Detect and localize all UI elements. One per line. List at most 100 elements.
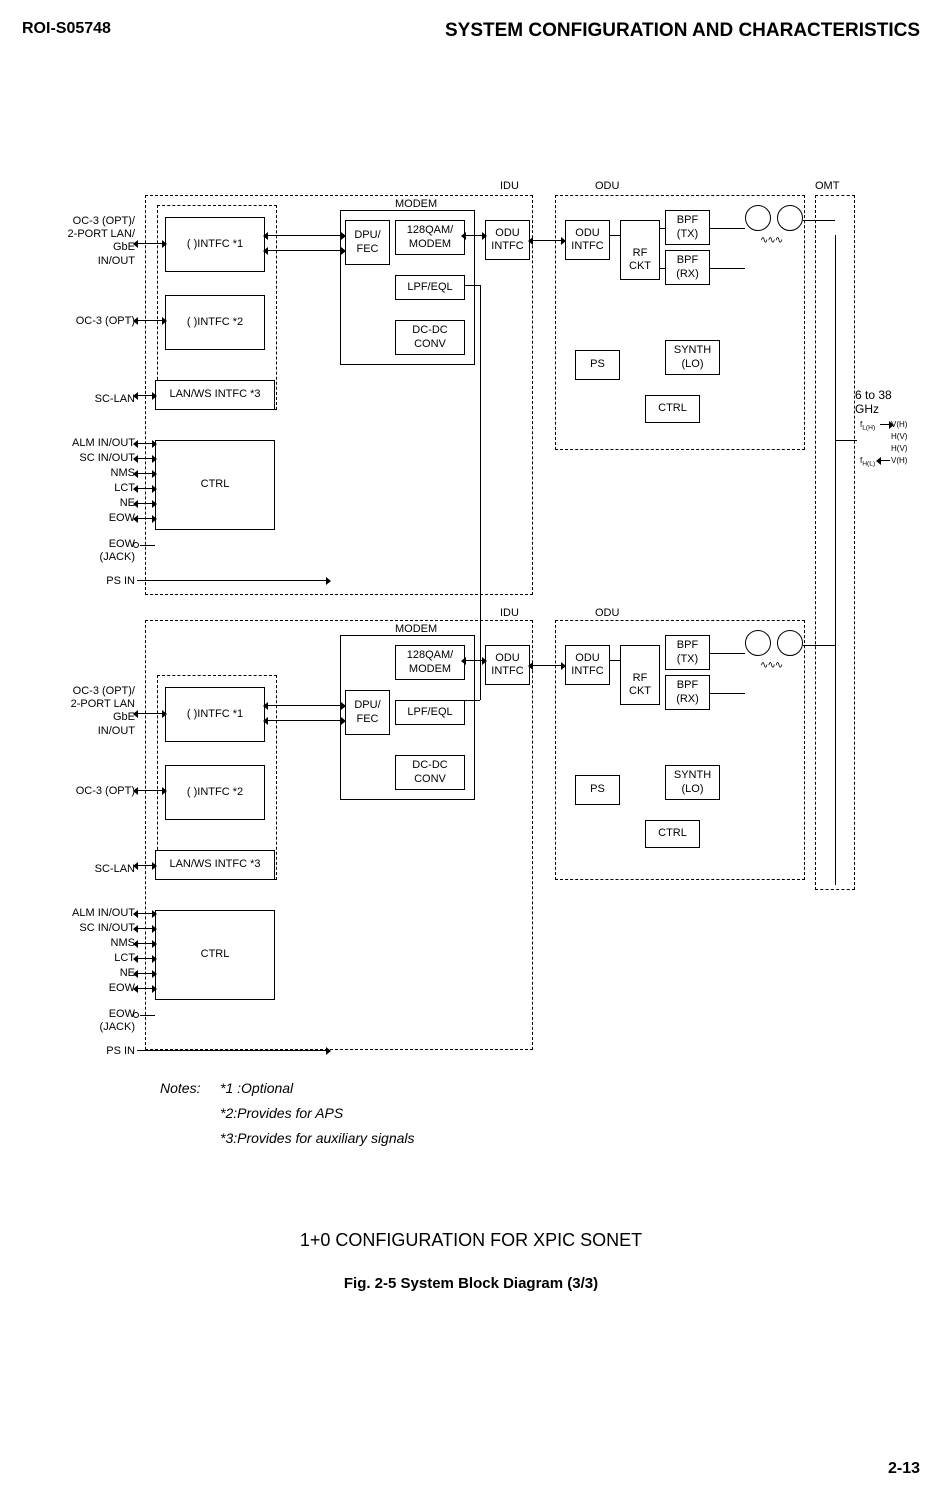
block-diagram: IDU ODU OMT OC-3 (OPT)/ 2-PORT LAN/ GbE … [25,180,915,1240]
page-number: 2-13 [888,1460,920,1478]
line [140,545,155,546]
ps-block-1: PS [575,350,620,380]
label-eowjack-1: EOW (JACK) [25,538,135,564]
line [137,913,153,914]
label-lct-2: LCT [25,952,135,965]
eow-jack-circle-2 [133,1012,139,1018]
line [803,220,835,221]
qam-block-2: 128QAM/ MODEM [395,645,465,680]
modem-label-2: MODEM [395,623,437,636]
ctrl-block-1: CTRL [155,440,275,530]
synth-block-2: SYNTH (LO) [665,765,720,800]
dpufec-block-1: DPU/ FEC [345,220,390,265]
xconnect-vline [480,285,481,700]
ctrl-block-2: CTRL [155,910,275,1000]
omt-circle-2a [745,630,771,656]
odu-label-2: ODU [595,607,619,619]
omt-wave-2: ∿∿∿ [760,660,788,670]
label-sc-2: SC IN/OUT [25,922,135,935]
line [137,395,153,396]
omt-hv2: H(V) [891,444,907,453]
line [660,228,665,229]
lpf-block-1: LPF/EQL [395,275,465,300]
line [137,243,163,244]
line [137,943,153,944]
line [267,235,342,236]
notes-2: *2:Provides for APS [220,1105,343,1121]
line [880,424,890,425]
intfc1-block-1: ( )INTFC *1 [165,217,265,272]
notes-prefix: Notes: [160,1080,200,1096]
qam-block-1: 128QAM/ MODEM [395,220,465,255]
line [710,228,745,229]
label-eow-1: EOW [25,512,135,525]
rfckt-block-1: RF CKT [620,220,660,280]
figure-caption: Fig. 2-5 System Block Diagram (3/3) [0,1275,942,1292]
line [710,653,745,654]
rfckt-block-2: RF CKT [620,645,660,705]
label-eowjack-2: EOW (JACK) [25,1008,135,1034]
line [137,443,153,444]
intfc2-block-2: ( )INTFC *2 [165,765,265,820]
label-ne-1: NE [25,497,135,510]
line [137,473,153,474]
oduintfc-odu-1: ODU INTFC [565,220,610,260]
label-alm-1: ALM IN/OUT [25,437,135,450]
line [532,665,562,666]
line [610,235,620,236]
ps-block-2: PS [575,775,620,805]
label-oc3-2port-2: OC-3 (OPT)/ 2-PORT LAN GbE IN/OUT [25,685,135,738]
notes-1: *1 :Optional [220,1080,293,1096]
dcdc-block-1: DC-DC CONV [395,320,465,355]
intfc1-block-2: ( )INTFC *1 [165,687,265,742]
label-lct-1: LCT [25,482,135,495]
omt-label: OMT [815,180,839,192]
config-title: 1+0 CONFIGURATION FOR XPIC SONET [0,1230,942,1251]
lanws-block-1: LAN/WS INTFC *3 [155,380,275,410]
label-psin-2: PS IN [25,1045,135,1058]
line [137,713,163,714]
line [610,660,620,661]
line [140,1015,155,1016]
line [710,268,745,269]
label-sc-lan-2: SC-LAN [25,863,135,876]
oduintfc-odu-2: ODU INTFC [565,645,610,685]
omt-fhl: fH(L) [860,456,875,468]
label-oc3-2port-1: OC-3 (OPT)/ 2-PORT LAN/ GbE IN/OUT [25,215,135,268]
bpfrx-block-2: BPF (RX) [665,675,710,710]
line [137,928,153,929]
label-sc-lan-1: SC-LAN [25,393,135,406]
omt-circle-2b [777,630,803,656]
line [137,958,153,959]
idu-label-2: IDU [500,607,519,619]
eow-jack-circle-1 [133,542,139,548]
label-nms-1: NMS [25,467,135,480]
omt-circle-1a [745,205,771,231]
line [137,503,153,504]
omt-flh: fL(H) [860,420,875,432]
line [267,705,342,706]
line [267,250,342,251]
label-ne-2: NE [25,967,135,980]
freq-label: 6 to 38 GHz [855,388,915,416]
line [137,458,153,459]
oduintfc-idu-1: ODU INTFC [485,220,530,260]
label-oc3-opt-1: OC-3 (OPT) [25,315,135,328]
line [532,240,562,241]
line [803,645,835,646]
ctrl-odu-block-2: CTRL [645,820,700,848]
odu-label-1: ODU [595,180,619,192]
notes-3: *3:Provides for auxiliary signals [220,1130,415,1146]
line [465,285,480,286]
dpufec-block-2: DPU/ FEC [345,690,390,735]
label-alm-2: ALM IN/OUT [25,907,135,920]
line [465,235,483,236]
ctrl-odu-block-1: CTRL [645,395,700,423]
bpftx-block-1: BPF (TX) [665,210,710,245]
line [137,988,153,989]
label-nms-2: NMS [25,937,135,950]
line [137,320,163,321]
line [137,973,153,974]
label-sc-1: SC IN/OUT [25,452,135,465]
lanws-block-2: LAN/WS INTFC *3 [155,850,275,880]
